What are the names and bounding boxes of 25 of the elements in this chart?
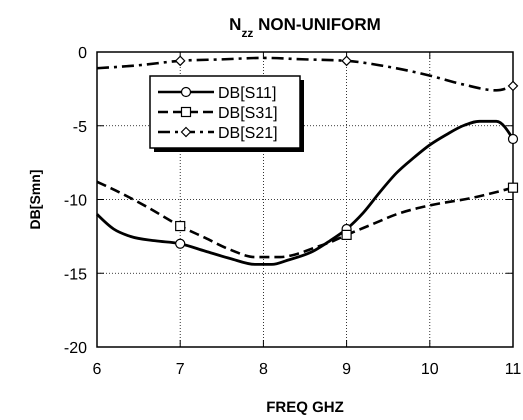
x-tick-label: 9 [342,361,352,378]
point [342,56,352,66]
legend-label: DB[S11] [218,85,276,102]
x-tick-label: 8 [258,361,268,378]
y-tick-label: 0 [78,45,88,62]
point [508,134,518,144]
y-tick-label: -5 [72,118,88,136]
chart-title: N$_{zz}$ NON-UNIFORM [229,15,381,40]
x-tick-label: 7 [176,361,185,378]
x-tick-label: 11 [504,361,522,378]
y-axis-title: DB[Smn] [27,170,43,230]
point [175,238,186,249]
x-tick-label: 6 [92,361,102,378]
point [508,80,518,92]
y-tick-label: -20 [64,340,88,357]
point [342,230,352,240]
point [175,220,186,232]
x-axis-title: FREQ GHZ [266,399,344,416]
y-tick-label: -10 [64,192,88,210]
point [508,182,518,193]
y-tick-label: -15 [64,266,88,284]
point [175,56,186,66]
x-tick-label: 10 [420,361,439,378]
legend-label: DB[S31] [218,105,278,122]
legend-label: DB[S21] [218,125,278,142]
